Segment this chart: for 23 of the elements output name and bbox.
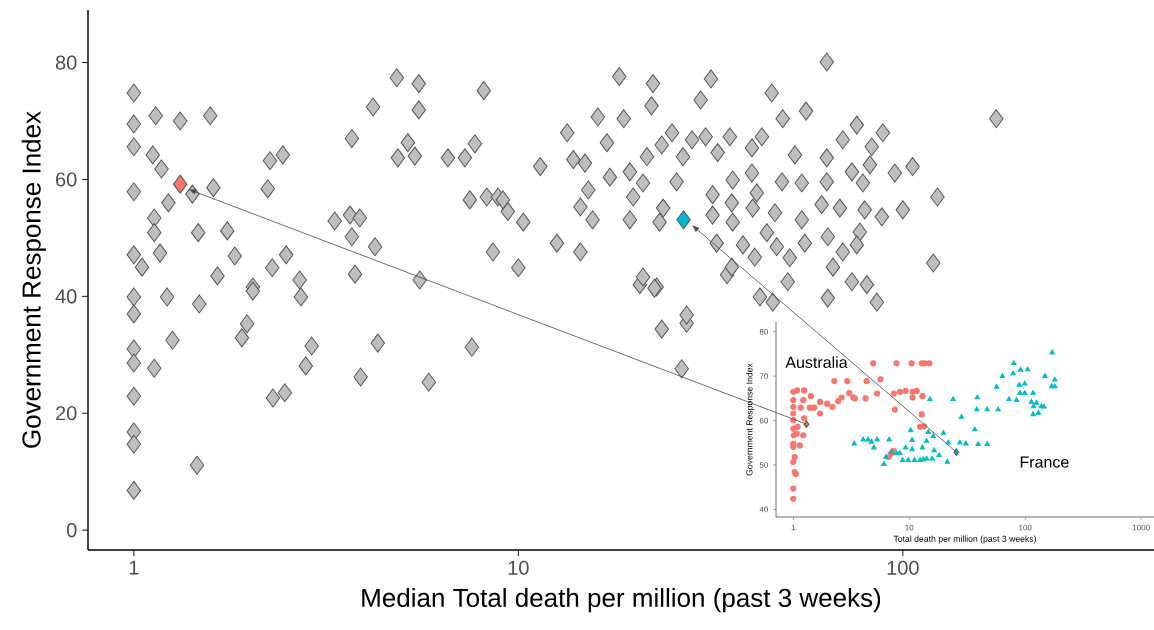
x-tick-label: 100: [1019, 524, 1032, 531]
y-tick-label: 40: [759, 506, 768, 513]
y-tick-label: 20: [56, 406, 77, 421]
x-tick-label: 1000: [1132, 524, 1150, 531]
x-tick-label: 1: [129, 560, 139, 575]
y-tick-label: 80: [55, 55, 77, 70]
y-tick-label: 40: [55, 289, 77, 304]
y-tick-label: 60: [759, 417, 768, 424]
y-tick-label: 50: [759, 462, 768, 468]
x-tick-label: 10: [905, 524, 914, 531]
y-tick-label: 0: [66, 523, 77, 538]
series-label: Australia: [785, 356, 848, 369]
y-tick-label: 80: [759, 328, 768, 335]
y-axis-title: Government Response Index: [21, 111, 46, 448]
y-axis-title: Government Response Index: [746, 363, 755, 476]
y-tick-label: 60: [56, 172, 77, 187]
x-tick-label: 100: [887, 560, 919, 575]
x-axis-title: Total death per million (past 3 weeks): [893, 535, 1036, 544]
x-tick-label: 10: [508, 560, 529, 575]
text: France: [1020, 456, 1069, 468]
x-tick-label: 1: [791, 524, 796, 531]
x-axis-title: Median Total death per million (past 3 weeks): [362, 588, 881, 613]
y-tick-label: 70: [759, 373, 768, 380]
